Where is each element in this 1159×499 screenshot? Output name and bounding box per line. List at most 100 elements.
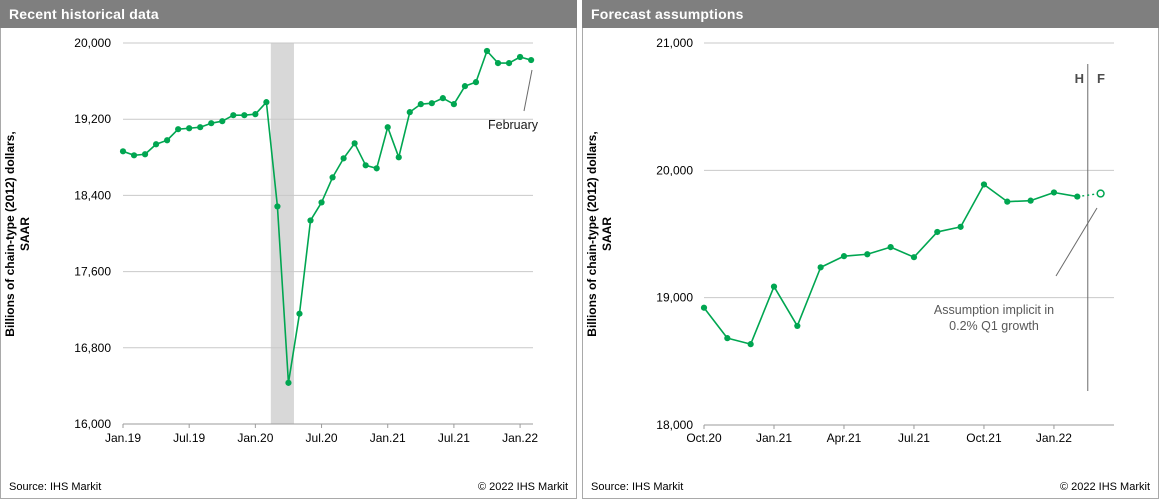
- data-point: [747, 341, 754, 348]
- data-point: [910, 254, 918, 261]
- gdp-series-line: [122, 50, 532, 384]
- history-marker-label: H: [1074, 71, 1084, 86]
- assumption-annotation: Assumption implicit in 0.2% Q1 growth: [878, 302, 1110, 334]
- annotation-leader-line: [523, 69, 533, 112]
- data-point: [817, 264, 824, 271]
- recession-band: [270, 43, 294, 424]
- panel-title: Forecast assumptions: [582, 0, 1159, 28]
- y-tick-label: 16,800: [74, 341, 111, 355]
- data-point: [152, 141, 160, 148]
- data-point: [980, 181, 988, 188]
- data-point: [373, 165, 380, 172]
- february-annotation: February: [487, 118, 539, 132]
- data-point: [329, 174, 336, 181]
- data-point: [439, 95, 446, 102]
- data-point: [505, 59, 513, 67]
- data-point: [340, 155, 347, 162]
- data-point: [406, 109, 413, 116]
- y-tick-label: 21,000: [656, 36, 693, 50]
- historical-line-chart: 16,000 16,800 17,600 18,400 19,200 20,000 Jan.…: [74, 36, 538, 445]
- data-point: [450, 101, 457, 108]
- y-axis-title: Billions of chain-type (2012) dollars, S…: [585, 43, 619, 425]
- x-tick-label: Jan.22: [502, 431, 538, 445]
- data-point: [130, 152, 138, 159]
- x-tick-label: Oct.20: [686, 431, 722, 445]
- data-point: [770, 283, 778, 290]
- x-tick-label: Jul.19: [173, 431, 205, 445]
- data-point: [285, 379, 292, 386]
- data-point: [175, 126, 182, 133]
- data-point: [263, 99, 270, 106]
- data-point: [241, 112, 248, 119]
- chart-area-historical: 16,000 16,800 17,600 18,400 19,200 20,000 Jan.…: [0, 28, 577, 499]
- data-point: [700, 304, 708, 311]
- data-point: [208, 120, 215, 127]
- data-point: [318, 199, 325, 206]
- y-axis-title-line1: Billions of chain-type (2012) dollars,: [585, 131, 599, 337]
- data-point: [864, 251, 871, 258]
- data-point: [516, 53, 524, 61]
- x-tick-label: Apr.21: [827, 431, 862, 445]
- x-tick-label: Jan.19: [105, 431, 141, 445]
- data-point: [428, 100, 435, 107]
- data-point: [119, 148, 127, 155]
- y-tick-label: 16,000: [74, 417, 111, 431]
- data-point: [957, 223, 964, 230]
- chart-area-forecast: 18,000 19,000 20,000 21,000 Oct.20 Jan.21 Apr.…: [582, 28, 1159, 499]
- assumption-annotation-line1: Assumption implicit in: [933, 303, 1055, 317]
- y-tick-label: 18,000: [656, 418, 693, 432]
- data-point: [296, 310, 303, 317]
- x-tick-label: Oct.21: [966, 431, 1002, 445]
- data-point: [219, 118, 226, 125]
- data-point: [395, 154, 402, 161]
- y-tick-label: 20,000: [656, 163, 693, 177]
- x-tick-label: Jan.22: [1036, 431, 1072, 445]
- data-point: [274, 203, 281, 210]
- forecast-dotted-segment: [1077, 192, 1101, 198]
- data-point: [724, 335, 731, 342]
- panel-recent-historical-data: Recent historical data 16,000 16,800 17,60…: [0, 0, 577, 499]
- x-tick-label: Jul.21: [438, 431, 470, 445]
- annotation-leader-line: [1055, 207, 1098, 277]
- y-tick-label: 19,000: [656, 291, 693, 305]
- data-point: [1004, 198, 1011, 205]
- data-point: [384, 124, 391, 131]
- data-point: [417, 101, 424, 108]
- data-point: [351, 140, 358, 147]
- data-point: [1027, 197, 1034, 204]
- x-tick-label: Jul.20: [306, 431, 338, 445]
- y-axis-title-line1: Billions of chain-type (2012) dollars,: [3, 131, 17, 337]
- panel-title: Recent historical data: [0, 0, 577, 28]
- data-point: [840, 253, 848, 260]
- data-point: [528, 56, 535, 64]
- x-tick-label: Jul.21: [898, 431, 930, 445]
- y-axis-title-line2: SAAR: [18, 217, 32, 252]
- data-point: [461, 83, 469, 90]
- data-point: [1050, 189, 1058, 196]
- y-axis-title: Billions of chain-type (2012) dollars, S…: [3, 43, 37, 425]
- data-point: [483, 47, 491, 55]
- data-point: [472, 79, 480, 86]
- assumption-annotation-line2: 0.2% Q1 growth: [949, 319, 1039, 333]
- data-point: [252, 111, 259, 118]
- x-tick-label: Jan.20: [237, 431, 273, 445]
- panel-forecast-assumptions: Forecast assumptions 18,000 19,000 20,000 2…: [582, 0, 1159, 499]
- data-point: [307, 217, 314, 224]
- data-point: [186, 125, 193, 132]
- x-tick-label: Jan.21: [370, 431, 406, 445]
- x-tick-label: Jan.21: [756, 431, 792, 445]
- data-point: [362, 162, 369, 169]
- y-axis-title-line2: SAAR: [600, 217, 614, 252]
- data-point: [197, 124, 204, 131]
- data-point: [230, 112, 237, 119]
- data-point: [1074, 193, 1081, 200]
- y-tick-label: 19,200: [74, 112, 111, 126]
- source-label: Source: IHS Markit: [591, 481, 684, 493]
- copyright-label: © 2022 IHS Markit: [1059, 481, 1150, 493]
- y-tick-label: 20,000: [74, 36, 111, 50]
- data-point: [494, 59, 502, 67]
- data-point: [887, 244, 894, 251]
- copyright-label: © 2022 IHS Markit: [477, 481, 568, 493]
- forecast-line-chart: 18,000 19,000 20,000 21,000 Oct.20 Jan.21 Apr.…: [656, 36, 1114, 445]
